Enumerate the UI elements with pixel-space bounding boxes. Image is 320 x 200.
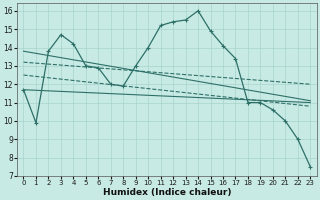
X-axis label: Humidex (Indice chaleur): Humidex (Indice chaleur)	[103, 188, 231, 197]
